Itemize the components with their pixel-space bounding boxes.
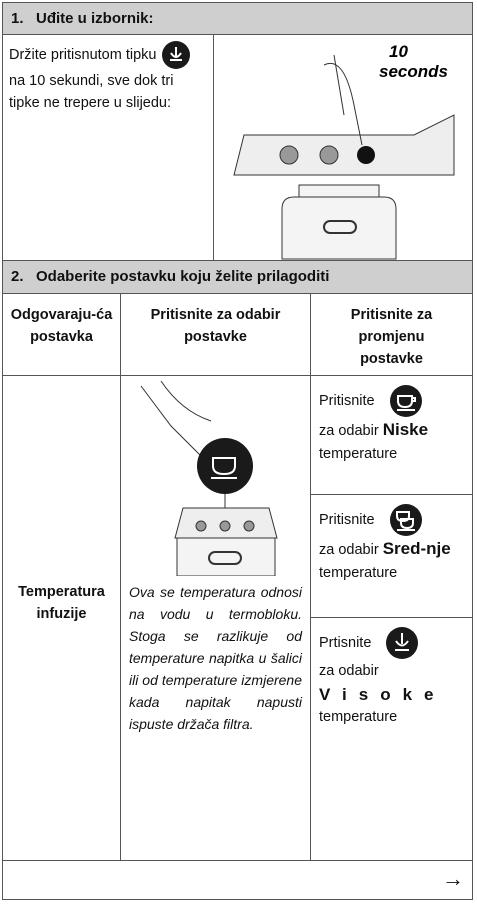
button-icon [389,504,422,536]
option-cell: Pritisnite za odabir Sred-nje temperature [310,494,473,618]
next-arrow: → [442,866,464,891]
option-suffix: temperature [319,709,398,725]
option-for: za odabir [319,542,379,558]
label-line: 10 [389,42,408,61]
section-header: 1. Uđite u izbornik: [2,2,473,35]
column-header: Pritisnite za odabir postavke [120,293,311,376]
option-level: Niske [382,420,429,439]
option-verb: Pritisnite [319,511,375,528]
instruction-text: na 10 sekundi, sve dok tri tipke ne trep… [9,73,174,111]
button-icon [386,627,419,659]
option-cell: Prtisnite za odabir Visoke temperature [310,617,473,861]
illustration-cell: 10 seconds [213,34,473,261]
machine-illustration [140,380,278,577]
setting-cell: Temperatura infuzije [2,375,121,861]
machine-illustration: 10 seconds [233,42,455,260]
option-suffix: temperature [319,446,398,462]
option-level: Visoke [319,685,446,704]
label-line: seconds [379,62,448,81]
column-header: Pritisnite za promjenu postavke [310,293,473,376]
option-level: Sred-nje [382,539,451,558]
column-header: Odgovaraju-ća postavka [2,293,121,376]
button-icon [389,385,422,417]
note-text: Ova se temperatura odnosi na vodu u term… [129,584,302,732]
section-header: 2. Odaberite postavku koju želite prilag… [2,260,473,294]
option-cell: Pritisnite za odabir Niske temperature [310,375,473,495]
button-icon [161,41,190,69]
instruction-cell: Držite pritisnutom tipku na 10 sekundi, … [2,34,214,261]
selection-cell: Ova se temperatura odnosi na vodu u term… [120,375,311,861]
option-for: za odabir [319,423,379,439]
option-verb: Prtisnite [319,634,372,651]
option-verb: Pritisnite [319,392,375,409]
footer-row: → [2,860,473,900]
option-suffix: temperature [319,565,398,581]
option-for: za odabir [319,663,379,679]
instruction-text: Držite pritisnutom tipku [9,46,157,63]
